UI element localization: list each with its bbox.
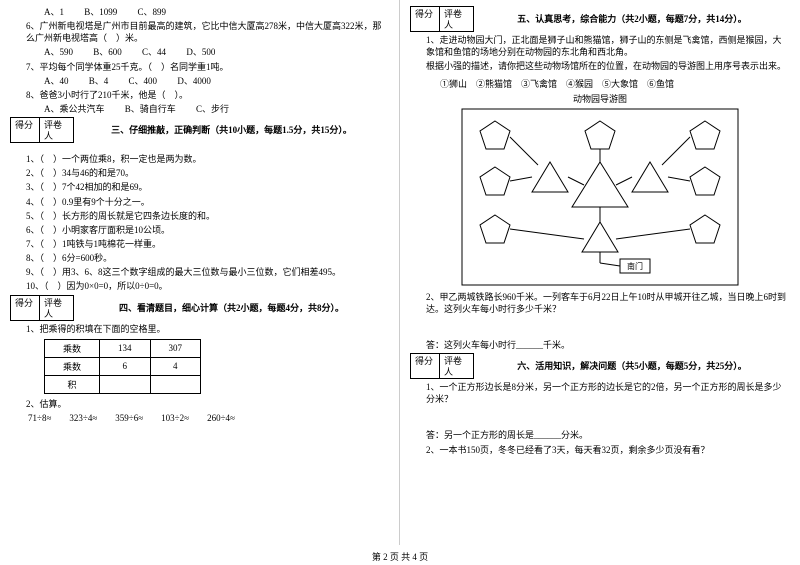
q5-1b: 根据小强的描述，请你把这些动物场馆所在的位置，在动物园的导游图上用序号表示出来。 bbox=[410, 60, 790, 72]
judge-9: 9、（ ）用3、6、8这三个数字组成的最大三位数与最小三位数，它们相差495。 bbox=[10, 266, 389, 278]
section-4-header: 得分 评卷人 四、看清题目，细心计算（共2小题，每题4分，共8分）。 bbox=[10, 295, 389, 323]
q5-answer: 答：这列火车每小时行______千米。 bbox=[410, 339, 790, 351]
est-item: 359÷6≈ bbox=[115, 412, 143, 424]
cell: 乘数 bbox=[45, 339, 100, 357]
score-label: 得分 bbox=[10, 117, 40, 143]
score-box: 得分 评卷人 bbox=[410, 6, 474, 32]
opt-b: B、4 bbox=[89, 76, 109, 86]
opt-a: A、1 bbox=[44, 7, 64, 17]
legend: ①狮山 ②熊猫馆 ③飞禽馆 ④猴园 ⑤大象馆 ⑥鱼馆 bbox=[410, 78, 790, 90]
est-item: 260÷4≈ bbox=[207, 412, 235, 424]
right-column: 得分 评卷人 五、认真思考，综合能力（共2小题，每题7分，共14分）。 1、走进… bbox=[400, 0, 800, 545]
section-3-header: 得分 评卷人 三、仔细推敲，正确判断（共10小题，每题1.5分，共15分）。 bbox=[10, 117, 389, 145]
opt-b: B、骑自行车 bbox=[125, 104, 176, 114]
judge-6: 6、（ ）小明家客厅面积是10公顷。 bbox=[10, 224, 389, 236]
judge-7: 7、（ ）1吨铁与1吨棉花一样重。 bbox=[10, 238, 389, 250]
cell: 307 bbox=[150, 339, 201, 357]
multiplication-table: 乘数 134 307 乘数 6 4 积 bbox=[44, 339, 201, 394]
left-column: A、1 B、1099 C、899 6、广州新电视塔是广州市目前最高的建筑，它比中… bbox=[0, 0, 400, 545]
score-box: 得分 评卷人 bbox=[10, 295, 74, 321]
q7-options: A、40 B、4 C、400 D、4000 bbox=[10, 75, 389, 87]
cell: 134 bbox=[100, 339, 151, 357]
opt-a: A、40 bbox=[44, 76, 69, 86]
q6-text: 6、广州新电视塔是广州市目前最高的建筑，它比中信大厦高278米，中信大厦高322… bbox=[10, 20, 389, 44]
table-row: 积 bbox=[45, 375, 201, 393]
opt-c: C、899 bbox=[138, 7, 167, 17]
score-label: 得分 bbox=[410, 6, 440, 32]
opt-d: D、4000 bbox=[177, 76, 211, 86]
judge-2: 2、（ ）34与46的和是70。 bbox=[10, 167, 389, 179]
score-label: 得分 bbox=[410, 353, 440, 379]
q5-1a: 1、走进动物园大门，正北面是狮子山和熊猫馆，狮子山的东侧是飞禽馆，西侧是猴园，大… bbox=[410, 34, 790, 58]
q4-2: 2、估算。 bbox=[10, 398, 389, 410]
grader-label: 评卷人 bbox=[40, 117, 74, 143]
judge-3: 3、（ ）7个42相加的和是69。 bbox=[10, 181, 389, 193]
opt-b: B、600 bbox=[93, 47, 122, 57]
score-box: 得分 评卷人 bbox=[410, 353, 474, 379]
score-box: 得分 评卷人 bbox=[10, 117, 74, 143]
cell: 4 bbox=[150, 357, 201, 375]
cell: 乘数 bbox=[45, 357, 100, 375]
table-row: 乘数 6 4 bbox=[45, 357, 201, 375]
grader-label: 评卷人 bbox=[440, 6, 474, 32]
section-3-title: 三、仔细推敲，正确判断（共10小题，每题1.5分，共15分）。 bbox=[74, 123, 389, 136]
opt-c: C、44 bbox=[142, 47, 166, 57]
section-5-header: 得分 评卷人 五、认真思考，综合能力（共2小题，每题7分，共14分）。 bbox=[410, 6, 790, 34]
opt-c: C、400 bbox=[129, 76, 158, 86]
cell bbox=[150, 375, 201, 393]
q7-text: 7、平均每个同学体重25千克。（ ）名同学重1吨。 bbox=[10, 61, 389, 73]
q6-answer: 答：另一个正方形的周长是______分米。 bbox=[410, 429, 790, 441]
cell: 6 bbox=[100, 357, 151, 375]
q6-options: A、590 B、600 C、44 D、500 bbox=[10, 46, 389, 58]
grader-label: 评卷人 bbox=[40, 295, 74, 321]
q8-options: A、乘公共汽车 B、骑自行车 C、步行 bbox=[10, 103, 389, 115]
diagram-title: 动物园导游图 bbox=[410, 93, 790, 105]
cell: 积 bbox=[45, 375, 100, 393]
zoo-map-diagram: 南门 bbox=[460, 107, 740, 287]
estimation-row: 71÷8≈ 323÷4≈ 359÷6≈ 103÷2≈ 260÷4≈ bbox=[10, 412, 389, 424]
est-item: 103÷2≈ bbox=[161, 412, 189, 424]
page-footer: 第 2 页 共 4 页 bbox=[0, 550, 800, 563]
grader-label: 评卷人 bbox=[440, 353, 474, 379]
judge-5: 5、（ ）长方形的周长就是它四条边长度的和。 bbox=[10, 210, 389, 222]
cell bbox=[100, 375, 151, 393]
q5-options: A、1 B、1099 C、899 bbox=[10, 6, 389, 18]
section-4-title: 四、看清题目，细心计算（共2小题，每题4分，共8分）。 bbox=[74, 301, 389, 314]
table-row: 乘数 134 307 bbox=[45, 339, 201, 357]
opt-a: A、590 bbox=[44, 47, 73, 57]
judge-8: 8、（ ）6分=600秒。 bbox=[10, 252, 389, 264]
q6-1: 1、一个正方形边长是8分米，另一个正方形的边长是它的2倍，另一个正方形的周长是多… bbox=[410, 381, 790, 405]
opt-c: C、步行 bbox=[196, 104, 229, 114]
est-item: 323÷4≈ bbox=[69, 412, 97, 424]
judge-1: 1、（ ）一个两位乘8，积一定也是两为数。 bbox=[10, 153, 389, 165]
q6-2: 2、一本书150页，冬冬已经看了3天，每天看32页，剩余多少页没有看？ bbox=[410, 444, 790, 456]
q8-text: 8、爸爸3小时行了210千米，他是（ ）。 bbox=[10, 89, 389, 101]
q4-1: 1、把乘得的积填在下面的空格里。 bbox=[10, 323, 389, 335]
est-item: 71÷8≈ bbox=[28, 412, 51, 424]
judge-4: 4、（ ）0.9里有9个十分之一。 bbox=[10, 196, 389, 208]
section-6-header: 得分 评卷人 六、活用知识，解决问题（共5小题，每题5分，共25分）。 bbox=[410, 353, 790, 381]
section-5-title: 五、认真思考，综合能力（共2小题，每题7分，共14分）。 bbox=[474, 12, 790, 25]
opt-b: B、1099 bbox=[84, 7, 117, 17]
gate-label: 南门 bbox=[627, 261, 643, 271]
opt-d: D、500 bbox=[186, 47, 215, 57]
section-6-title: 六、活用知识，解决问题（共5小题，每题5分，共25分）。 bbox=[474, 359, 790, 372]
opt-a: A、乘公共汽车 bbox=[44, 104, 105, 114]
score-label: 得分 bbox=[10, 295, 40, 321]
q5-2: 2、甲乙两城铁路长960千米。一列客车于6月22日上午10时从甲城开往乙城，当日… bbox=[410, 291, 790, 315]
judge-10: 10、（ ）因为0×0=0，所以0÷0=0。 bbox=[10, 280, 389, 292]
